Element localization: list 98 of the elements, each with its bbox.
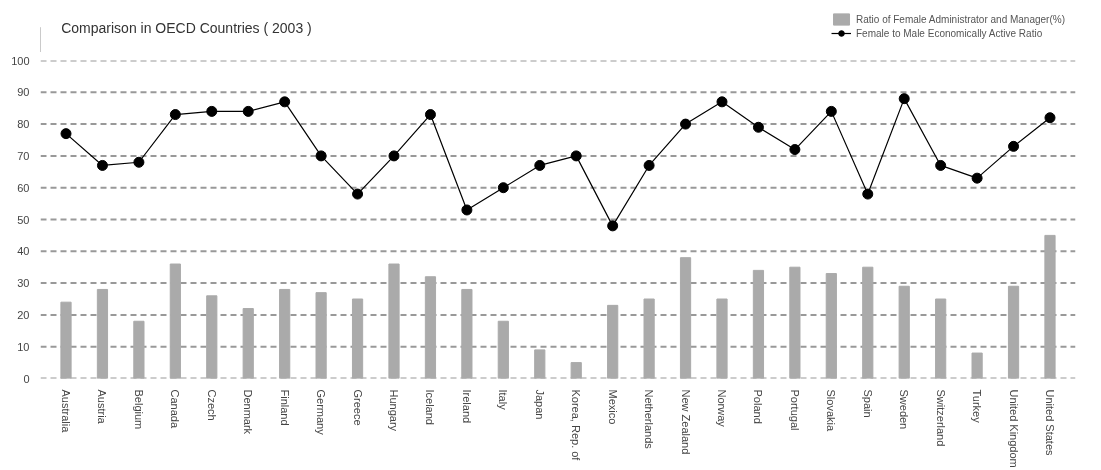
bar [752, 269, 765, 379]
bar [971, 352, 983, 379]
point [133, 156, 145, 168]
bar [461, 288, 473, 379]
point [96, 159, 108, 171]
point [352, 188, 364, 200]
bar [534, 349, 546, 379]
x-tick-label: Denmark [242, 389, 255, 435]
point [789, 144, 801, 156]
bar [716, 298, 728, 379]
bar [679, 257, 692, 379]
y-tick-label: 70 [17, 149, 30, 162]
x-tick-label: United States [1043, 389, 1056, 457]
legend-label: Female to Male Economically Active Ratio [856, 26, 1043, 40]
bar [935, 298, 947, 379]
point [242, 105, 254, 117]
x-tick-label: Finland [278, 389, 291, 426]
point [1008, 140, 1020, 152]
bar [862, 266, 874, 379]
point [716, 96, 728, 108]
x-tick-label: Czech [205, 389, 218, 421]
bar [351, 298, 364, 379]
x-tick-label: Hungary [388, 389, 400, 432]
bar [388, 263, 400, 379]
bar [570, 362, 582, 379]
x-tick-label: Turkey [971, 389, 984, 424]
point [643, 159, 655, 171]
point [680, 118, 692, 130]
point [424, 109, 436, 121]
bar [898, 285, 910, 379]
y-tick-label: 90 [17, 86, 30, 99]
x-tick-label: Norway [716, 389, 728, 428]
point [971, 172, 983, 184]
x-tick-label: Canada [169, 389, 182, 429]
point [935, 159, 947, 171]
x-tick-label: Poland [752, 389, 765, 424]
point [752, 121, 764, 133]
y-tick-label: 40 [17, 245, 30, 258]
legend-label: Ratio of Female Administrator and Manager(%) [856, 12, 1065, 26]
x-tick-label: Belgium [132, 389, 145, 430]
bar [825, 273, 837, 379]
y-tick-label: 0 [23, 372, 30, 385]
x-tick-label: Mexico [606, 389, 619, 425]
bar [1044, 234, 1056, 379]
bar [206, 295, 218, 379]
point [461, 204, 473, 216]
x-tick-label: Portugal [788, 389, 801, 431]
y-tick-label: 60 [17, 181, 30, 194]
x-tick-label: Japan [533, 389, 546, 420]
bar [424, 276, 437, 379]
y-tick-label: 100 [11, 54, 30, 67]
bar [1007, 285, 1020, 379]
bar [789, 266, 801, 379]
x-tick-label: Switzerland [934, 389, 947, 447]
bar [60, 301, 72, 379]
point [279, 96, 291, 108]
y-tick-label: 10 [17, 340, 30, 353]
x-tick-label: Korea, Rep. of [570, 389, 583, 462]
point [607, 220, 619, 232]
x-tick-label: Netherlands [643, 389, 656, 450]
x-tick-label: United Kingdom [1007, 389, 1020, 468]
x-tick-label: Sweden [898, 389, 911, 430]
point [60, 128, 72, 140]
point [315, 150, 327, 162]
y-tick-label: 20 [17, 308, 30, 321]
bar [497, 320, 509, 379]
y-tick-label: 80 [17, 118, 30, 131]
y-tick-label: 50 [17, 213, 30, 226]
point [825, 105, 837, 117]
bar [242, 308, 254, 379]
point [206, 105, 218, 117]
x-tick-label: Germany [315, 389, 328, 436]
x-tick-label: Greece [351, 389, 364, 426]
chart-title: Comparison in OECD Countries ( 2003 ) [61, 19, 312, 36]
x-tick-label: Iceland [424, 389, 437, 425]
bar [133, 320, 145, 379]
point [388, 150, 400, 162]
point [534, 159, 546, 171]
x-tick-label: Spain [861, 389, 874, 418]
bar [279, 288, 291, 379]
point [169, 109, 181, 121]
bar [169, 263, 181, 379]
x-tick-label: Austria [96, 389, 109, 425]
point [1044, 112, 1056, 124]
x-tick-label: Australia [60, 389, 73, 434]
point [862, 188, 874, 200]
point [898, 93, 910, 105]
bar [315, 292, 327, 379]
x-tick-label: Slovakia [825, 389, 838, 432]
bar [643, 298, 655, 379]
y-tick-label: 30 [17, 277, 30, 290]
bar [607, 304, 619, 379]
point [497, 182, 509, 194]
x-tick-label: Ireland [460, 389, 473, 424]
bar [96, 288, 109, 379]
point [570, 150, 582, 162]
x-tick-label: New Zealand [679, 389, 692, 455]
x-tick-label: Italy [497, 389, 510, 411]
